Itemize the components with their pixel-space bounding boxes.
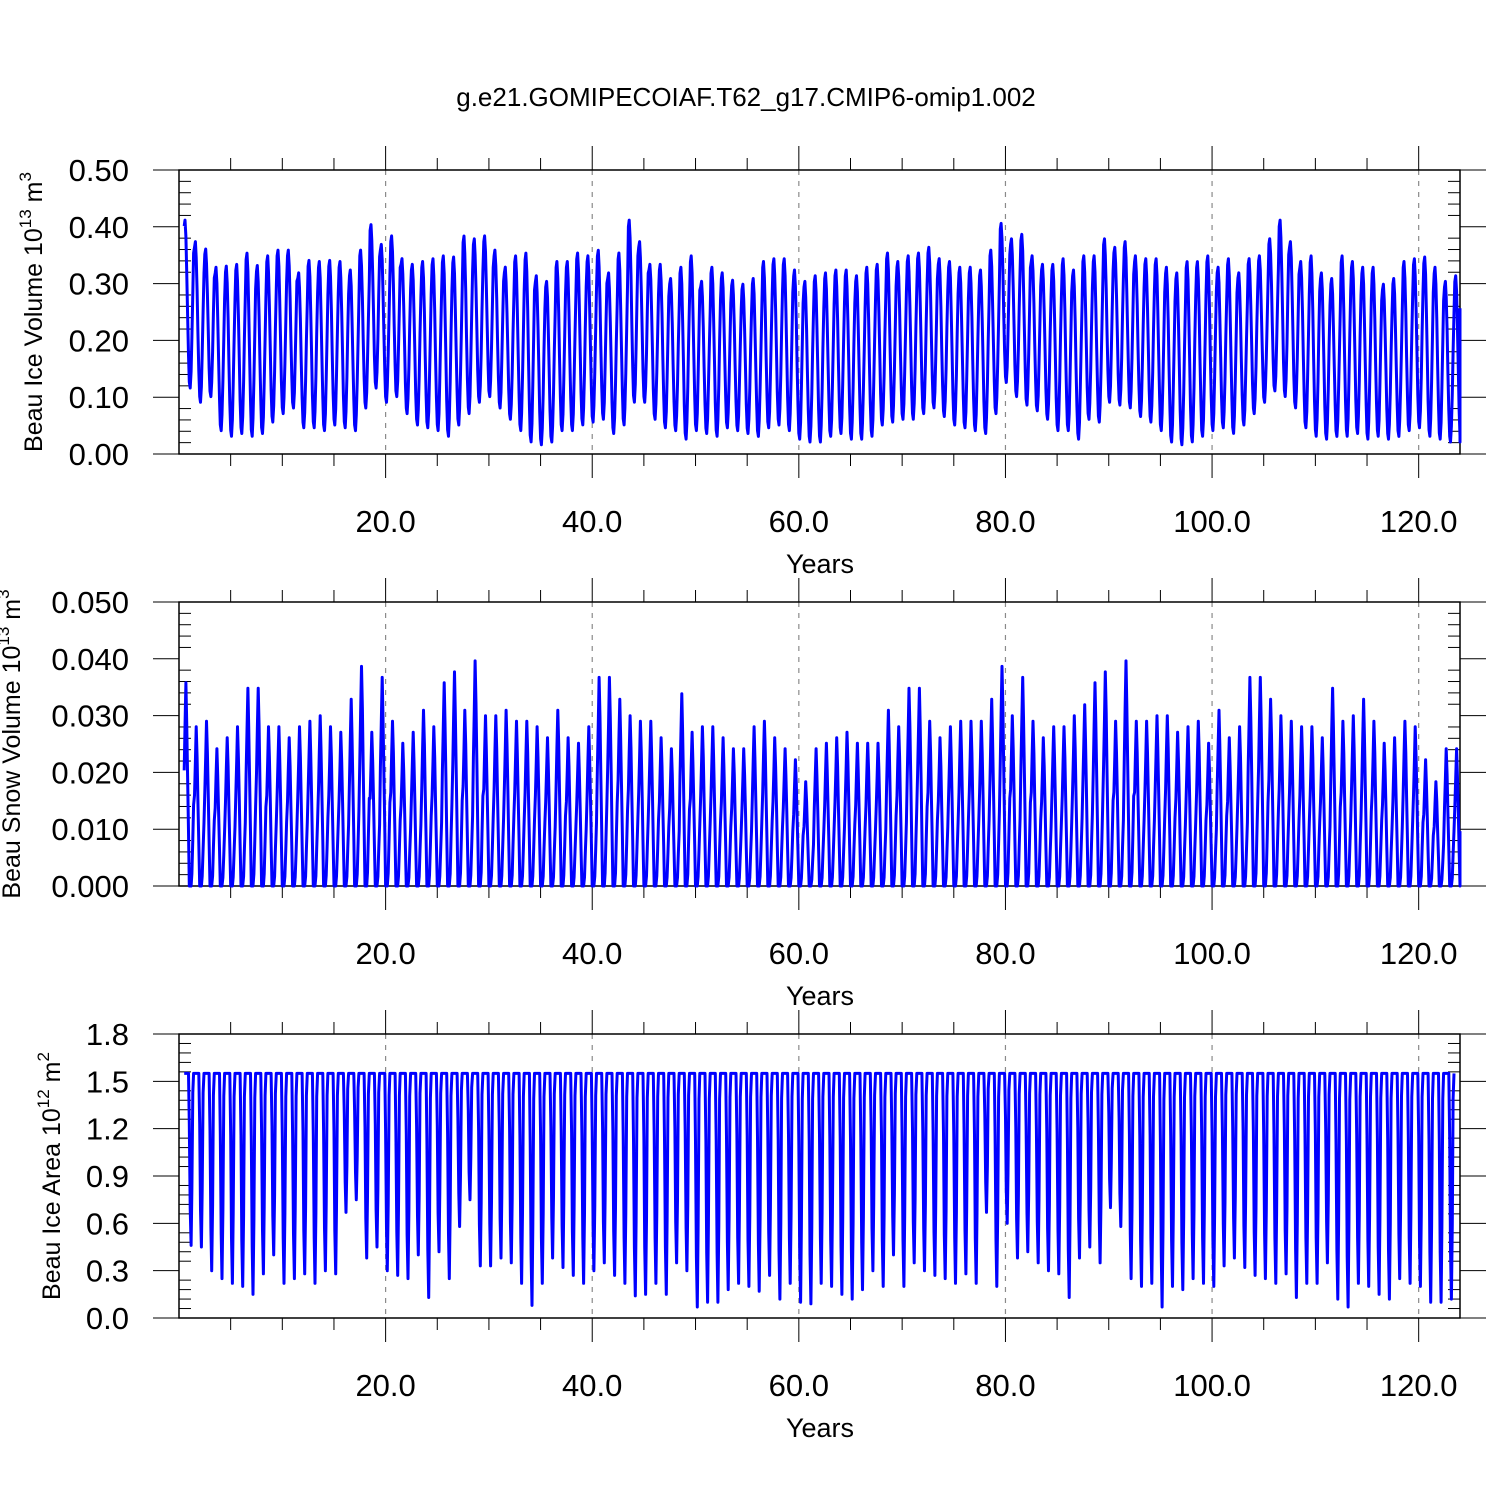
series-line	[182, 659, 1462, 888]
x-tick-label: 100.0	[1173, 504, 1251, 539]
y-tick-label: 0.0	[86, 1301, 129, 1336]
x-axis-label: Years	[786, 549, 854, 579]
figure-title: g.e21.GOMIPECOIAF.T62_g17.CMIP6-omip1.00…	[456, 82, 1036, 112]
series-line	[183, 1071, 1456, 1309]
y-tick-label: 0.20	[69, 323, 129, 358]
x-tick-label: 100.0	[1173, 936, 1251, 971]
y-tick-label: 0.30	[69, 267, 129, 302]
series-line	[182, 218, 1462, 447]
y-tick-label: 0.020	[51, 755, 129, 790]
x-tick-label: 120.0	[1380, 504, 1458, 539]
y-tick-label: 0.50	[69, 153, 129, 188]
x-tick-label: 20.0	[355, 936, 415, 971]
y-axis-label: Beau Ice Volume 1013 m3	[16, 172, 48, 452]
x-axis-label: Years	[786, 981, 854, 1011]
y-tick-label: 0.030	[51, 699, 129, 734]
y-tick-label: 0.040	[51, 642, 129, 677]
x-tick-label: 120.0	[1380, 936, 1458, 971]
y-tick-label: 0.00	[69, 437, 129, 472]
y-axis-label: Beau Snow Volume 1013 m3	[0, 589, 26, 898]
y-tick-label: 1.8	[86, 1017, 129, 1052]
snow-volume-panel: 20.0 40.0 60.0 80.0 100.0 120.0 0.000 0.010 0.02…	[0, 578, 1486, 1011]
ice-area-panel: 20.0 40.0 60.0 80.0 100.0 120.0 0.0 0.3 0.6 0.9 1.…	[34, 1010, 1486, 1443]
ice-volume-panel: 20.0 40.0 60.0 80.0 100.0 120.0 0.00 0.10 0.20 0.…	[16, 146, 1486, 579]
y-tick-label: 0.010	[51, 812, 129, 847]
x-tick-label: 40.0	[562, 504, 622, 539]
x-tick-label: 40.0	[562, 936, 622, 971]
x-tick-label: 80.0	[975, 504, 1035, 539]
x-axis-label: Years	[786, 1413, 854, 1443]
y-tick-label: 0.40	[69, 210, 129, 245]
y-axis-label: Beau Ice Area 1012 m2	[34, 1052, 66, 1300]
x-tick-label: 60.0	[769, 1368, 829, 1403]
y-tick-label: 0.050	[51, 585, 129, 620]
x-tick-label: 100.0	[1173, 1368, 1251, 1403]
x-tick-label: 80.0	[975, 1368, 1035, 1403]
y-tick-label: 0.9	[86, 1159, 129, 1194]
y-tick-label: 0.6	[86, 1206, 129, 1241]
y-tick-label: 0.3	[86, 1254, 129, 1289]
x-tick-label: 20.0	[355, 504, 415, 539]
y-tick-label: 1.5	[86, 1064, 129, 1099]
x-tick-label: 20.0	[355, 1368, 415, 1403]
x-tick-label: 60.0	[769, 504, 829, 539]
x-tick-label: 60.0	[769, 936, 829, 971]
x-tick-label: 120.0	[1380, 1368, 1458, 1403]
y-tick-label: 1.2	[86, 1112, 129, 1147]
x-tick-label: 40.0	[562, 1368, 622, 1403]
x-tick-label: 80.0	[975, 936, 1035, 971]
y-tick-label: 0.000	[51, 869, 129, 904]
y-tick-label: 0.10	[69, 380, 129, 415]
